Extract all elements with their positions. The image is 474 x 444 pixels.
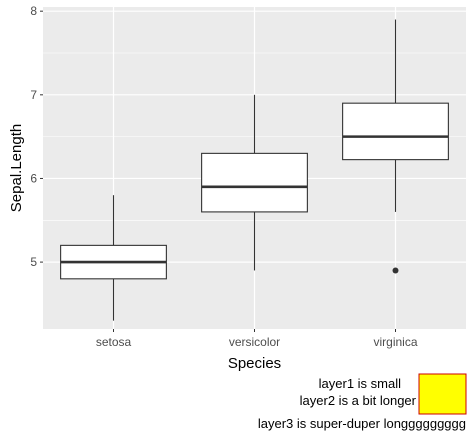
iqr-box-versicolor: [201, 152, 308, 213]
x-tick-label-virginica: virginica: [373, 335, 417, 349]
legend-key-swatch: [418, 373, 467, 415]
x-tick-label-versicolor: versicolor: [229, 335, 280, 349]
outlier-point-virginica: [392, 267, 399, 274]
box-layer: [60, 19, 449, 321]
y-tick-label: 5: [30, 255, 37, 269]
box-setosa: [60, 195, 167, 321]
y-tick-label: 7: [30, 88, 37, 102]
y-axis-title: Sepal.Length: [8, 124, 25, 212]
y-tick-label: 8: [30, 4, 37, 18]
x-tick-label-setosa: setosa: [96, 335, 132, 349]
box-versicolor: [201, 94, 308, 271]
y-tick-label: 6: [30, 171, 37, 185]
caption-block: layer1 is small layer2 is a bit longer l…: [258, 373, 467, 431]
tick-layer: 5 6 7 8 setosa versicolor virginica: [30, 4, 418, 349]
caption-line-3: layer3 is super-duper longgggggggg: [258, 416, 466, 431]
iqr-box-virginica: [342, 102, 449, 161]
box-virginica: [342, 19, 449, 274]
caption-line-1: layer1 is small: [319, 376, 401, 391]
caption-line-2: layer2 is a bit longer: [300, 393, 417, 408]
x-axis-title: Species: [228, 355, 281, 372]
